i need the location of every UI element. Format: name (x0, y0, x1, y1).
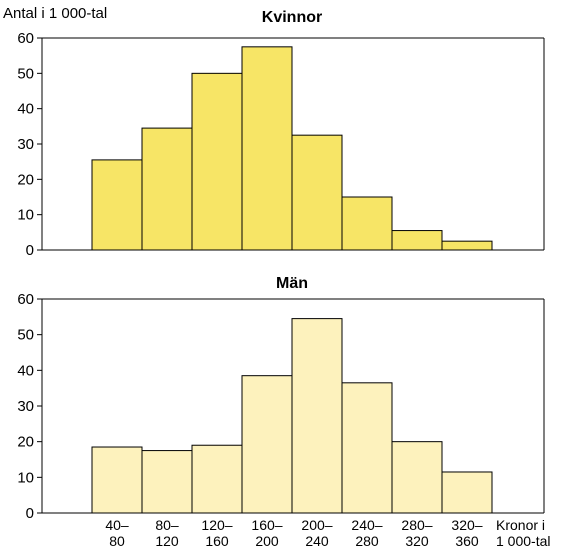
bar-7 (391, 230, 443, 251)
y-tick-label: 60 (17, 291, 34, 308)
x-tick-label-bottom: 120 (155, 533, 179, 549)
x-tick-label-bottom: 240 (305, 533, 329, 549)
y-tick-label: 10 (17, 469, 34, 486)
bar-8 (441, 471, 493, 514)
x-tick-label-bottom: 160 (205, 533, 229, 549)
y-tick-label: 20 (17, 171, 34, 188)
x-tick-label-bottom: 360 (455, 533, 479, 549)
y-tick-label: 40 (17, 362, 34, 379)
y-tick-label: 0 (26, 505, 34, 522)
x-tick-label-bottom: 80 (109, 533, 125, 549)
chart-title: Män (276, 275, 308, 292)
ylabel: Antal i 1 000-tal (3, 5, 107, 22)
y-tick-label: 60 (17, 30, 34, 47)
y-tick-label: 50 (17, 327, 34, 344)
xlabel-line-1: Kronor i (496, 517, 545, 533)
bar-3 (191, 444, 243, 514)
bar-4 (241, 375, 293, 514)
bar-6 (341, 196, 393, 251)
y-tick-label: 30 (17, 398, 34, 415)
bar-1 (91, 159, 143, 251)
xlabel-line-2: 1 000-tal (496, 533, 550, 549)
x-tick-label-bottom: 320 (405, 533, 429, 549)
x-tick-label-top: 80– (155, 517, 179, 533)
bar-1 (91, 446, 143, 514)
bar-2 (141, 450, 193, 514)
y-tick-label: 40 (17, 101, 34, 118)
chart-title: Kvinnor (262, 9, 322, 26)
x-tick-label-top: 200– (301, 517, 332, 533)
bar-7 (391, 441, 443, 514)
x-tick-label-top: 240– (351, 517, 382, 533)
x-tick-label-top: 120– (201, 517, 232, 533)
bar-8 (441, 240, 493, 251)
x-tick-label-top: 40– (105, 517, 129, 533)
y-tick-label: 0 (26, 242, 34, 259)
x-tick-label-top: 280– (401, 517, 432, 533)
man-panel: Män 0 10 20 30 40 50 60 (17, 275, 545, 522)
kvinnor-panel: Antal i 1 000-tal Kvinnor 0 10 20 30 40 50 60 (3, 5, 545, 259)
x-tick-labels: 40–80 80–120 120–160 160–200 200–240 240–280 2… (105, 517, 482, 549)
y-tick-label: 20 (17, 434, 34, 451)
bar-4 (241, 46, 293, 251)
x-tick-label-bottom: 200 (255, 533, 279, 549)
x-tick-label-bottom: 280 (355, 533, 379, 549)
bar-2 (141, 127, 193, 251)
y-tick-label: 10 (17, 207, 34, 224)
y-tick-label: 30 (17, 136, 34, 153)
bar-5 (291, 134, 343, 251)
x-tick-label-top: 160– (251, 517, 282, 533)
bar-5 (291, 318, 343, 514)
bar-3 (191, 72, 243, 251)
bar-6 (341, 382, 393, 514)
y-tick-label: 50 (17, 65, 34, 82)
x-tick-label-top: 320– (451, 517, 482, 533)
